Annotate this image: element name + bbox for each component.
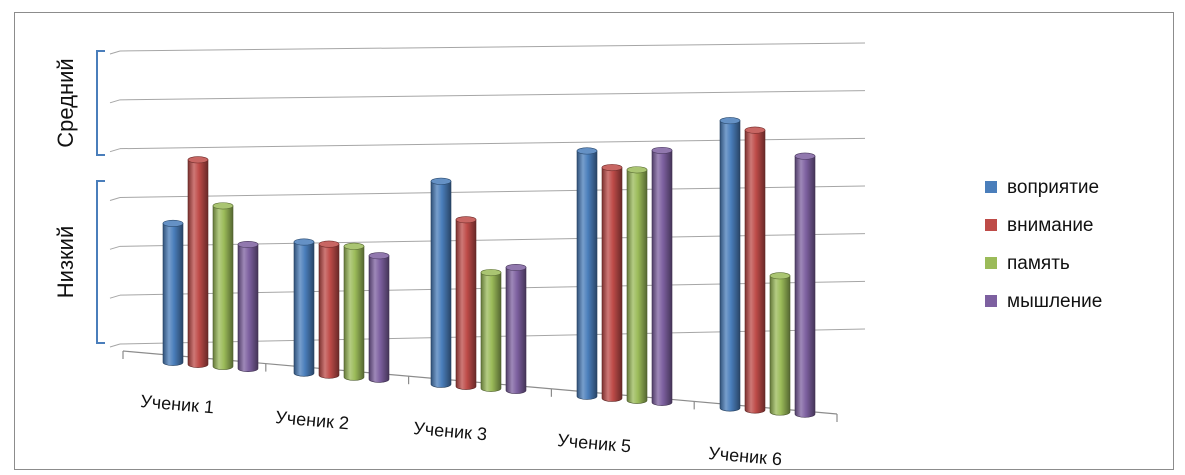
bar-cap — [187, 156, 209, 164]
gridline-tick — [109, 343, 121, 348]
bar-cap — [794, 152, 816, 160]
gridline-tick — [109, 245, 121, 250]
bar — [626, 169, 648, 404]
bar — [505, 267, 527, 394]
bar-cap — [651, 146, 673, 154]
band-label: Низкий — [53, 226, 78, 298]
bar — [480, 272, 502, 392]
bar — [744, 129, 766, 414]
bar — [187, 159, 209, 368]
band-bracket — [96, 50, 105, 156]
legend-swatch — [985, 219, 997, 231]
bar — [318, 243, 340, 379]
bar-cap — [576, 147, 598, 155]
gridline-tick — [109, 197, 121, 201]
bar — [430, 180, 452, 388]
bar-cap — [237, 240, 259, 248]
legend-label: внимание — [1007, 215, 1094, 236]
bar-cap — [769, 272, 791, 280]
bar-cap — [601, 164, 623, 172]
gridline — [119, 137, 866, 150]
gridline-tick — [109, 148, 121, 153]
gridline — [119, 42, 866, 52]
bar-chart-3d: Ученик 1 Ученик 2 Ученик 3 Ученик 5 Ученик 6… — [53, 42, 1102, 469]
bar-cap — [719, 117, 741, 125]
gridline — [119, 90, 866, 101]
bar-cap — [744, 126, 766, 134]
legend-label: воприятие — [1007, 177, 1099, 198]
gridline-tick — [109, 99, 121, 104]
bar-cap — [318, 240, 340, 248]
bar — [794, 155, 816, 418]
bar-cap — [480, 269, 502, 277]
category-label: Ученик 3 — [413, 418, 488, 444]
y-bands: Низкий Средний — [53, 50, 105, 344]
bar — [343, 245, 365, 381]
legend: воприятие внимание память мышление — [985, 177, 1102, 312]
bar — [769, 275, 791, 416]
bar — [237, 244, 259, 372]
gridline — [119, 185, 866, 198]
bar — [719, 120, 741, 412]
bar-cap — [626, 166, 648, 174]
gridline-tick — [109, 50, 121, 55]
bar — [368, 255, 390, 383]
bar-cap — [368, 252, 390, 260]
bar-cap — [430, 177, 452, 185]
chart-frame: Ученик 1 Ученик 2 Ученик 3 Ученик 5 Ученик 6… — [14, 12, 1174, 470]
bar — [651, 150, 673, 406]
legend-swatch — [985, 181, 997, 193]
category-labels: Ученик 1 Ученик 2 Ученик 3 Ученик 5 Ученик 6 — [140, 391, 783, 469]
legend-swatch — [985, 295, 997, 307]
bar-cap — [162, 219, 184, 227]
bar-cap — [293, 238, 315, 246]
bars — [162, 117, 816, 418]
bar — [293, 241, 315, 377]
bar — [576, 150, 598, 400]
category-label: Ученик 1 — [140, 391, 215, 417]
category-label: Ученик 2 — [275, 407, 350, 433]
band-label: Средний — [53, 58, 78, 147]
bar-cap — [212, 202, 234, 210]
bar — [212, 205, 234, 370]
bar-cap — [343, 242, 365, 250]
category-label: Ученик 5 — [557, 430, 632, 456]
bar — [455, 219, 477, 390]
legend-swatch — [985, 257, 997, 269]
band-bracket — [96, 180, 105, 344]
bar-cap — [455, 216, 477, 224]
bar-cap — [505, 263, 527, 271]
gridline-tick — [109, 294, 121, 299]
legend-label: мышление — [1007, 291, 1102, 312]
bar — [601, 167, 623, 402]
category-label: Ученик 6 — [708, 443, 783, 469]
legend-label: память — [1007, 253, 1070, 274]
bar — [162, 223, 184, 366]
